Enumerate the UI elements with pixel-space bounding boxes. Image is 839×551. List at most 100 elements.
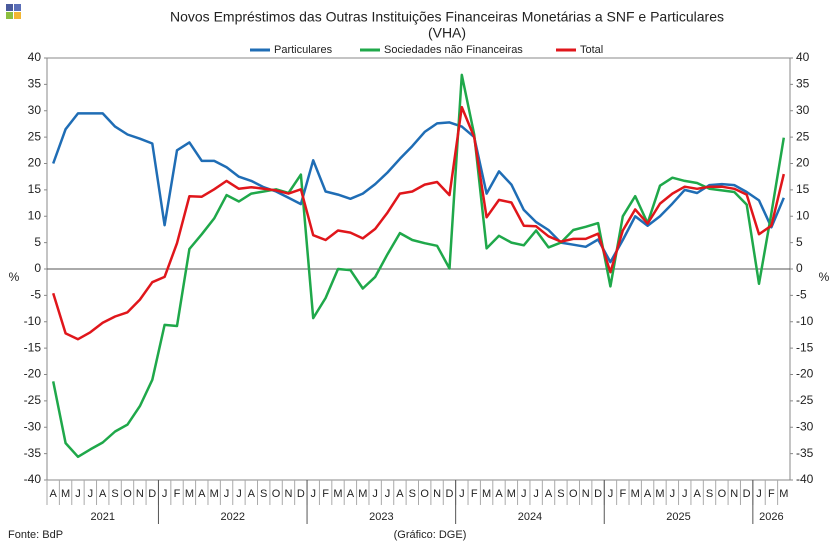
x-tick-label: M — [482, 488, 491, 500]
x-tick-label: F — [768, 488, 775, 500]
y-tick-label: 20 — [28, 156, 42, 170]
y-tick-label: -5 — [30, 288, 41, 302]
x-tick-label: A — [693, 488, 701, 500]
x-tick-label: M — [507, 488, 516, 500]
year-label: 2025 — [666, 511, 690, 523]
y-tick-label: 25 — [28, 129, 42, 143]
y2-tick-label: 15 — [796, 182, 810, 196]
x-tick-label: A — [198, 488, 206, 500]
x-tick-label: S — [111, 488, 118, 500]
x-tick-label: J — [372, 488, 378, 500]
x-tick-label: A — [50, 488, 58, 500]
x-tick-label: J — [756, 488, 762, 500]
y-tick-label: -15 — [24, 340, 42, 354]
legend-label: Total — [580, 44, 603, 56]
x-tick-label: J — [236, 488, 242, 500]
x-tick-label: D — [594, 488, 602, 500]
x-tick-label: J — [224, 488, 230, 500]
x-tick-label: M — [655, 488, 664, 500]
year-label: 2026 — [759, 511, 783, 523]
x-tick-label: F — [322, 488, 329, 500]
credit: (Gráfico: DGE) — [394, 529, 467, 541]
x-tick-label: A — [248, 488, 256, 500]
x-tick-label: O — [569, 488, 578, 500]
x-tick-label: J — [88, 488, 94, 500]
x-tick-label: J — [608, 488, 614, 500]
year-label: 2024 — [518, 511, 542, 523]
series-line — [52, 105, 786, 341]
x-tick-label: A — [347, 488, 355, 500]
x-tick-label: A — [545, 488, 553, 500]
x-tick-label: O — [272, 488, 281, 500]
x-tick-label: N — [284, 488, 292, 500]
x-tick-label: J — [533, 488, 539, 500]
y2-tick-label: -20 — [796, 367, 814, 381]
y-tick-label: 35 — [28, 77, 42, 91]
x-tick-label: S — [260, 488, 267, 500]
series-line — [51, 73, 786, 459]
y2-tick-label: -30 — [796, 419, 814, 433]
y-tick-label: 10 — [28, 208, 42, 222]
x-tick-label: M — [61, 488, 70, 500]
year-label: 2022 — [221, 511, 245, 523]
y-tick-label: -10 — [24, 314, 42, 328]
y-axis-label: % — [9, 270, 20, 284]
y2-tick-label: 40 — [796, 50, 810, 64]
legend-label: Sociedades não Financeiras — [384, 44, 523, 56]
y2-tick-label: -10 — [796, 314, 814, 328]
x-tick-label: J — [682, 488, 688, 500]
x-tick-label: D — [743, 488, 751, 500]
x-tick-label: M — [358, 488, 367, 500]
y2-tick-label: 0 — [796, 261, 803, 275]
x-tick-label: J — [459, 488, 465, 500]
x-tick-label: J — [670, 488, 676, 500]
y-tick-label: 40 — [28, 50, 42, 64]
x-tick-label: J — [310, 488, 316, 500]
x-tick-label: J — [75, 488, 81, 500]
x-tick-label: F — [174, 488, 181, 500]
y2-tick-label: 10 — [796, 208, 810, 222]
y2-tick-label: -5 — [796, 288, 807, 302]
x-tick-label: D — [148, 488, 156, 500]
y2-tick-label: 30 — [796, 103, 810, 117]
x-tick-label: A — [99, 488, 107, 500]
legend-label: Particulares — [274, 44, 333, 56]
y-tick-label: 5 — [34, 235, 41, 249]
x-tick-label: M — [779, 488, 788, 500]
y-tick-label: -25 — [24, 393, 42, 407]
y-tick-label: 15 — [28, 182, 42, 196]
y-tick-label: 30 — [28, 103, 42, 117]
y-tick-label: -20 — [24, 367, 42, 381]
x-tick-label: N — [433, 488, 441, 500]
x-tick-label: M — [185, 488, 194, 500]
series-line — [52, 112, 785, 264]
year-label: 2021 — [90, 511, 114, 523]
x-tick-label: J — [385, 488, 391, 500]
x-tick-label: M — [333, 488, 342, 500]
y2-tick-label: -25 — [796, 393, 814, 407]
x-tick-label: O — [420, 488, 429, 500]
x-tick-label: M — [210, 488, 219, 500]
source: Fonte: BdP — [8, 529, 63, 541]
x-tick-label: S — [557, 488, 564, 500]
y2-tick-label: 35 — [796, 77, 810, 91]
x-tick-label: D — [297, 488, 305, 500]
x-tick-label: O — [718, 488, 727, 500]
x-tick-label: N — [136, 488, 144, 500]
x-tick-label: J — [162, 488, 168, 500]
chart-subtitle: (VHA) — [428, 25, 466, 41]
y2-axis-label: % — [819, 270, 830, 284]
y2-tick-label: 5 — [796, 235, 803, 249]
x-tick-label: F — [619, 488, 626, 500]
y2-tick-label: 20 — [796, 156, 810, 170]
x-tick-label: O — [123, 488, 132, 500]
x-tick-label: N — [582, 488, 590, 500]
x-tick-label: M — [631, 488, 640, 500]
x-tick-label: J — [521, 488, 527, 500]
y-tick-label: -40 — [24, 472, 42, 486]
x-tick-label: S — [706, 488, 713, 500]
y2-tick-label: -40 — [796, 472, 814, 486]
x-tick-label: A — [396, 488, 404, 500]
x-tick-label: S — [409, 488, 416, 500]
year-label: 2023 — [369, 511, 393, 523]
